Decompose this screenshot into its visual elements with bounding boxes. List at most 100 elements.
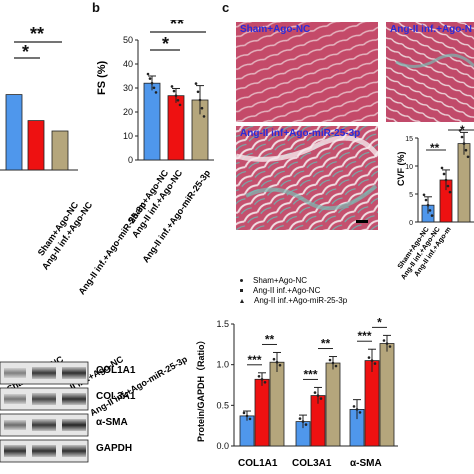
quant-ylabel: Protein/GAPDH（Ratio） [196,335,206,442]
fs-sig-2: ** [170,20,184,34]
data-point [440,166,444,170]
sig-label: *** [247,353,261,367]
cvf-chart: 0 5 10 15 ** * [405,123,474,226]
sig-label: *** [303,367,317,381]
panel-a-bar-angnc [27,120,45,171]
data-point [148,77,152,80]
western-blot [0,361,89,463]
data-point [275,360,279,364]
fs-xlabel-1: Sham+Ago-NC [125,168,171,226]
data-point [202,115,206,118]
legend-item-angmir: Ang-II inf.+Ago-miR-25-3p [240,296,347,306]
data-point [448,190,452,194]
y-tick-label: 10 [123,131,133,141]
wb-band-gapdh: GAPDH [96,443,133,454]
bar-2-1 [364,360,380,447]
y-tick-label: 50 [123,35,133,45]
cvf-sig-2: * [460,123,465,137]
data-point [316,394,320,397]
data-point [428,209,432,212]
data-point [196,90,200,94]
y-tick-label: 0.0 [216,441,229,451]
y-tick-label: 0.5 [216,400,229,410]
histology-sham-image [236,22,378,122]
sig-label: * [377,315,382,329]
sig-label: *** [357,329,371,343]
panel-a-chart: ** * [0,24,78,171]
y-tick-label: 20 [123,107,133,117]
data-point [170,85,174,88]
y-tick-label: 40 [123,59,133,69]
cvf-xlabel-2: Ang-II inf.+Ago-NC [400,226,442,282]
data-point [355,408,359,411]
data-point [146,72,150,76]
data-point [304,423,308,426]
data-point [442,172,446,176]
data-point [382,339,386,342]
data-point [430,214,434,217]
y-tick-label: 0 [409,220,413,226]
y-tick-label: 0 [128,155,133,165]
data-point [152,86,156,90]
data-point [458,129,462,132]
data-point [257,375,261,378]
data-point [272,357,276,361]
wb-band-asma: α-SMA [96,417,128,428]
data-point [198,98,202,102]
data-point [174,94,178,97]
quant-xlabel-asma: α-SMA [350,458,382,469]
histology-angmir-label: Ang-II inf+Ago-miR-25-3p [240,128,361,139]
data-point [388,345,392,348]
data-point [263,381,267,384]
data-point [248,417,252,421]
data-point [328,358,332,362]
panel-a-sig-2: ** [30,24,44,44]
data-point [352,405,356,408]
data-point [150,81,154,85]
data-point [370,359,374,362]
data-point [154,91,158,94]
bar-1 [167,95,185,161]
data-point [464,148,468,152]
data-point [334,364,338,368]
data-point [424,198,428,202]
data-point [466,155,470,159]
data-point [278,363,282,367]
legend-item-sham: Sham+Ago-NC [240,276,347,286]
histology-sham-label: Sham+Ago-NC [240,24,311,35]
fs-ylabel: FS (%) [96,60,108,95]
bar-0-2 [269,361,285,447]
quant-chart: 0.00.51.01.5 ************** [216,315,398,451]
data-point [460,135,464,139]
histology-angnc-label: Ang-II inf.+Ago-N [390,24,472,35]
panel-label-b: b [92,0,100,15]
sig-label: ** [265,332,275,346]
y-tick-label: 30 [123,83,133,93]
y-tick-label: 1.5 [216,319,229,329]
fs-chart: 0 10 20 30 40 50 ** * [123,20,214,165]
quant-legend: Sham+Ago-NC Ang-II inf.+Ago-NC Ang-II in… [240,276,347,306]
data-point [178,103,182,107]
panel-label-c: c [222,0,230,15]
panel-a-xlabel-1: Sham+Ago-NC [35,200,81,258]
panel-a-bar-angmir [51,130,69,171]
data-point [331,361,335,365]
bar-0 [143,82,161,161]
data-point [298,417,302,420]
data-point [313,391,317,394]
histology-angmir-image [236,126,378,230]
data-point [426,203,430,207]
data-point [446,184,450,188]
data-point [319,397,323,400]
sig-label: ** [321,337,331,351]
data-point [260,378,264,381]
bar-1-2 [325,362,341,447]
data-point [385,342,389,345]
fs-sig-1: * [162,34,169,54]
y-tick-label: 15 [405,136,413,143]
wb-band-col1a1: COL1A1 [96,365,136,376]
y-tick-label: 10 [405,164,413,171]
data-point [245,414,249,418]
data-point [358,411,362,414]
data-point [172,89,176,93]
